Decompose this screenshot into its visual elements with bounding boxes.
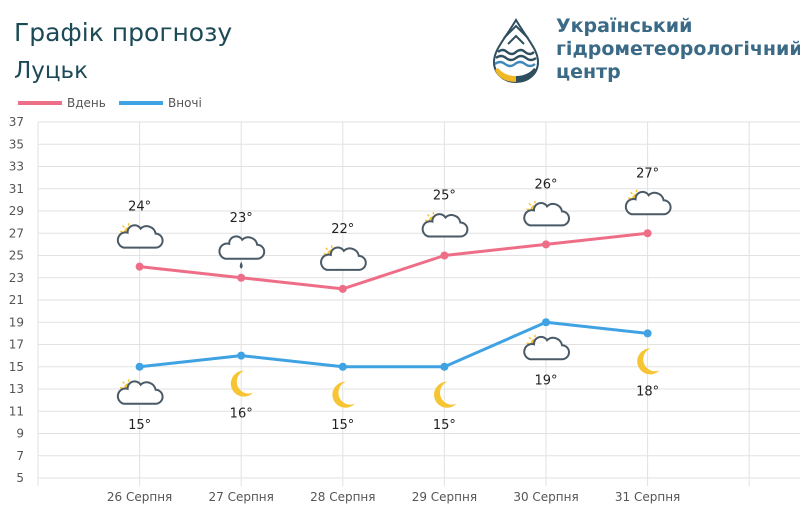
y-tick-label-16: 37 — [9, 115, 24, 129]
y-tick-label-9: 23 — [9, 271, 24, 285]
moon-icon-1-1 — [230, 370, 254, 397]
weather-icons — [116, 189, 672, 408]
data-point-0-0 — [135, 262, 144, 271]
series-lines — [139, 231, 648, 369]
data-label-1-4: 19° — [534, 373, 557, 388]
series-line-0 — [139, 231, 648, 291]
y-tick-label-2: 9 — [16, 427, 24, 441]
y-tick-label-10: 25 — [9, 249, 24, 263]
data-point-0-5 — [643, 229, 652, 238]
grid — [37, 121, 800, 486]
moon-icon-1-5 — [637, 348, 660, 375]
y-tick-label-15: 35 — [9, 137, 24, 151]
data-point-0-2 — [338, 284, 347, 293]
y-tick-label-0: 5 — [16, 471, 24, 485]
moon-icon-1-2 — [332, 381, 355, 408]
partly-cloudy-icon-0-4 — [523, 200, 570, 227]
data-label-1-1: 16° — [230, 407, 253, 422]
organization-name: Український гідрометеорологічний центр — [556, 15, 800, 84]
org-line-2: гідрометеорологічний — [556, 38, 800, 60]
data-label-1-2: 15° — [331, 418, 354, 433]
y-tick-label-7: 19 — [9, 315, 24, 329]
chart-title: Графік прогнозу — [14, 18, 233, 47]
data-label-0-4: 26° — [534, 177, 557, 192]
series-line-1 — [139, 320, 648, 369]
city-name: Луцьк — [14, 58, 89, 84]
y-axis: 5 7 9 11 13 15 17 19 21 23 25 27 29 31 33 35 37 — [9, 115, 24, 485]
legend-label-1: Вночі — [168, 96, 202, 110]
partly-cloudy-icon-0-2 — [320, 245, 367, 271]
data-labels: 24° 23° 22° 25° 26° 27° 15° 16° 15° 15° 19° 18° — [128, 166, 659, 433]
data-label-1-3: 15° — [433, 418, 456, 433]
partly-cloudy-icon-0-0 — [116, 223, 164, 249]
x-tick-label-4: 30 Серпня — [513, 490, 578, 504]
x-tick-label-0: 26 Серпня — [107, 490, 172, 504]
data-label-0-2: 22° — [331, 222, 354, 237]
data-point-1-3 — [440, 362, 449, 371]
partly-cloudy-icon-0-5 — [624, 189, 672, 216]
x-tick-label-2: 28 Серпня — [310, 490, 375, 504]
x-tick-label-3: 29 Серпня — [412, 490, 477, 504]
y-tick-label-13: 31 — [9, 182, 24, 196]
y-tick-label-1: 7 — [16, 449, 24, 463]
moon-icon-1-3 — [434, 381, 457, 408]
y-tick-label-12: 29 — [9, 204, 24, 218]
data-point-1-4 — [542, 318, 550, 327]
partly-cloudy-icon-1-4 — [523, 334, 570, 361]
y-tick-label-5: 15 — [9, 360, 24, 374]
ukrhydromet-logo — [492, 18, 540, 84]
legend-label-0: Вдень — [67, 96, 106, 110]
data-label-0-0: 24° — [128, 200, 151, 215]
org-line-3: центр — [556, 61, 621, 83]
y-tick-label-3: 11 — [9, 404, 24, 418]
data-point-1-2 — [338, 362, 347, 371]
data-point-0-1 — [237, 273, 246, 282]
data-label-0-3: 25° — [433, 189, 456, 204]
data-label-1-0: 15° — [128, 418, 151, 433]
y-tick-label-6: 17 — [9, 338, 24, 352]
x-axis: 26 Серпня 27 Серпня 28 Серпня 29 Серпня 30 С… — [107, 490, 680, 504]
series-points — [135, 229, 652, 371]
y-tick-label-8: 21 — [9, 293, 24, 307]
data-point-1-1 — [237, 351, 246, 360]
partly-cloudy-icon-0-3 — [421, 212, 469, 238]
data-point-0-3 — [440, 251, 449, 260]
data-label-0-1: 23° — [230, 211, 253, 226]
x-tick-label-1: 27 Серпня — [209, 490, 274, 504]
data-point-1-5 — [643, 329, 652, 338]
y-tick-label-11: 27 — [9, 226, 24, 240]
cloud-rain-icon-0-1 — [218, 235, 266, 269]
x-tick-label-5: 31 Серпня — [615, 490, 680, 504]
legend: Вдень Вночі — [18, 96, 202, 110]
data-point-1-0 — [135, 362, 144, 371]
data-label-1-5: 18° — [636, 384, 659, 399]
data-label-0-5: 27° — [636, 166, 659, 181]
data-point-0-4 — [542, 240, 550, 249]
org-line-1: Український — [556, 15, 693, 37]
y-tick-label-14: 33 — [9, 160, 24, 174]
y-tick-label-4: 13 — [9, 382, 24, 396]
partly-cloudy-icon-1-0 — [116, 379, 164, 405]
